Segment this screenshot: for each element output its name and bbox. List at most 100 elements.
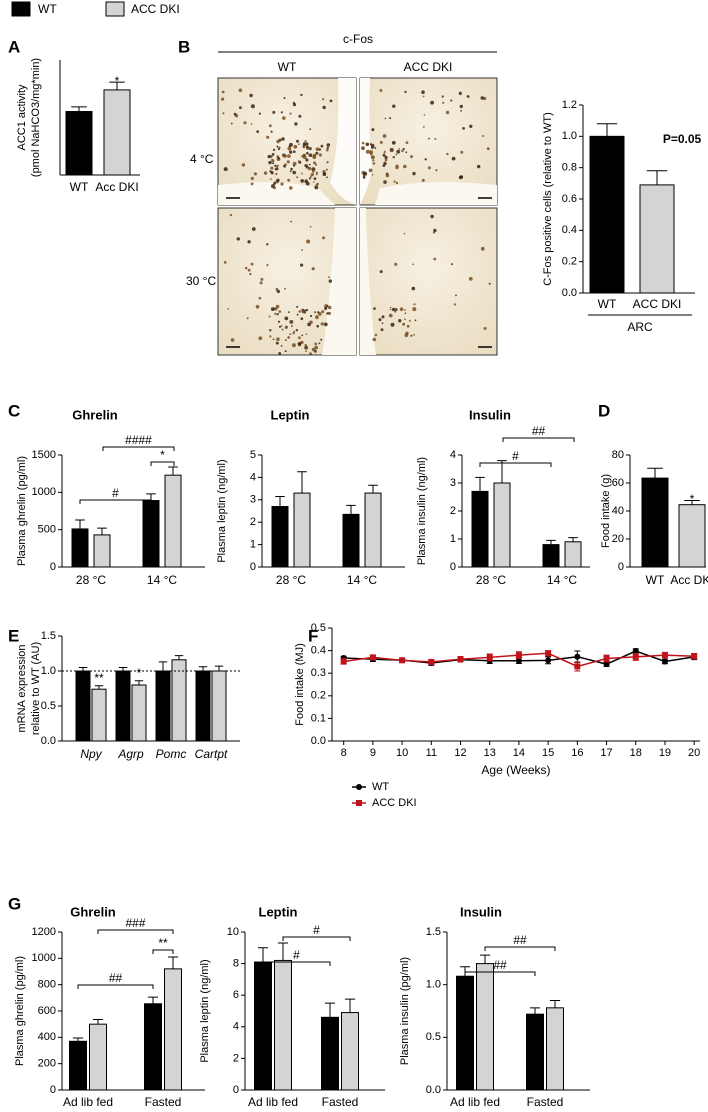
ventricle: [360, 208, 376, 355]
stained-cell: [378, 318, 382, 322]
marker: [632, 648, 639, 655]
stained-cell: [306, 147, 309, 149]
stained-cell: [427, 166, 431, 170]
stained-cell: [391, 140, 396, 145]
stained-cell: [412, 307, 417, 312]
bar: [142, 500, 160, 568]
stained-cell: [327, 305, 332, 310]
stained-cell: [374, 333, 378, 337]
y-tick-label: 0.2: [562, 256, 577, 268]
stained-cell: [230, 338, 235, 342]
y-tick-label: 60: [612, 477, 624, 489]
stained-cell: [411, 286, 416, 291]
stained-cell: [290, 167, 293, 171]
stained-cell: [289, 333, 292, 336]
stained-cell: [445, 110, 450, 115]
x-tick-label: Fasted: [145, 1095, 182, 1109]
x-tick-label: 18: [630, 747, 642, 759]
stained-cell: [365, 149, 370, 154]
marker: [691, 653, 698, 660]
x-axis-label: Age (Weeks): [481, 763, 550, 777]
stained-cell: [315, 173, 318, 176]
stained-cell: [304, 179, 309, 184]
bar: [93, 534, 111, 568]
stained-cell: [318, 148, 321, 151]
stained-cell: [320, 144, 324, 148]
stained-cell: [401, 149, 404, 153]
stained-cell: [280, 111, 283, 114]
stained-cell: [247, 268, 251, 272]
stained-cell: [382, 153, 386, 157]
stained-cell: [250, 123, 253, 125]
error-bar: [174, 655, 184, 660]
y-axis-label: C-Fos positive cells (relative to WT): [542, 112, 554, 286]
stained-cell: [389, 117, 392, 120]
stained-cell: [266, 135, 270, 139]
legend-label: ACC DKI: [131, 2, 180, 16]
stained-cell: [249, 273, 252, 276]
stained-cell: [483, 327, 487, 330]
stained-cell: [318, 153, 322, 157]
error-bar: [344, 998, 356, 1013]
bar: [342, 513, 360, 568]
x-tick-label: Acc DKI: [670, 573, 708, 587]
y-tick-label: 2: [233, 1052, 239, 1064]
stained-cell: [323, 322, 328, 327]
marker: [428, 658, 435, 665]
stained-cell: [233, 112, 237, 116]
bar: [144, 1003, 162, 1091]
stained-cell: [260, 277, 264, 281]
stained-cell: [276, 164, 279, 168]
stained-cell: [395, 164, 399, 168]
stained-cell: [284, 287, 286, 290]
y-tick-label: 1.0: [41, 665, 56, 677]
stained-cell: [301, 310, 305, 314]
significance-bracket: [262, 961, 331, 966]
error-bar: [146, 493, 156, 501]
legend-marker: [356, 800, 362, 806]
stained-cell: [284, 339, 287, 341]
bar: [89, 1023, 107, 1091]
chart-title: Leptin: [271, 407, 310, 422]
micrographs: [217, 77, 498, 356]
stained-cell: [222, 91, 225, 94]
error-bar: [368, 484, 378, 494]
stained-cell: [315, 315, 319, 320]
stained-cell: [305, 308, 309, 312]
stained-cell: [300, 93, 303, 97]
stained-cell: [278, 146, 281, 149]
y-tick-label: 0.0: [41, 735, 56, 747]
stained-cell: [469, 124, 473, 128]
x-tick-label: 19: [659, 747, 671, 759]
stained-cell: [316, 324, 320, 328]
y-tick-label: 0: [618, 561, 624, 573]
stained-cell: [381, 322, 384, 325]
y-tick-label: 0: [450, 561, 456, 573]
stained-cell: [281, 328, 284, 331]
stained-cell: [294, 122, 298, 126]
stained-cell: [435, 169, 438, 172]
stained-cell: [258, 336, 263, 341]
stained-cell: [298, 143, 300, 146]
panel-label: A: [8, 37, 20, 56]
stained-cell: [369, 150, 373, 154]
stained-cell: [304, 309, 307, 312]
x-tick-label: 20: [688, 747, 700, 759]
stained-cell: [326, 148, 329, 152]
stained-cell: [404, 309, 406, 311]
stained-cell: [459, 104, 463, 109]
stained-cell: [424, 158, 427, 161]
marker: [457, 656, 464, 663]
stained-cell: [287, 336, 291, 339]
bar: [65, 111, 93, 176]
chart-title: Insulin: [469, 407, 511, 422]
marker: [399, 657, 406, 664]
stained-cell: [385, 173, 390, 178]
stained-cell: [365, 142, 370, 147]
significance-label: #: [293, 948, 300, 962]
x-tick-label: 14 °C: [147, 573, 177, 587]
y-tick-label: 1.0: [426, 979, 441, 991]
stained-cell: [480, 246, 485, 251]
stained-cell: [244, 266, 248, 270]
stained-cell: [298, 336, 301, 340]
